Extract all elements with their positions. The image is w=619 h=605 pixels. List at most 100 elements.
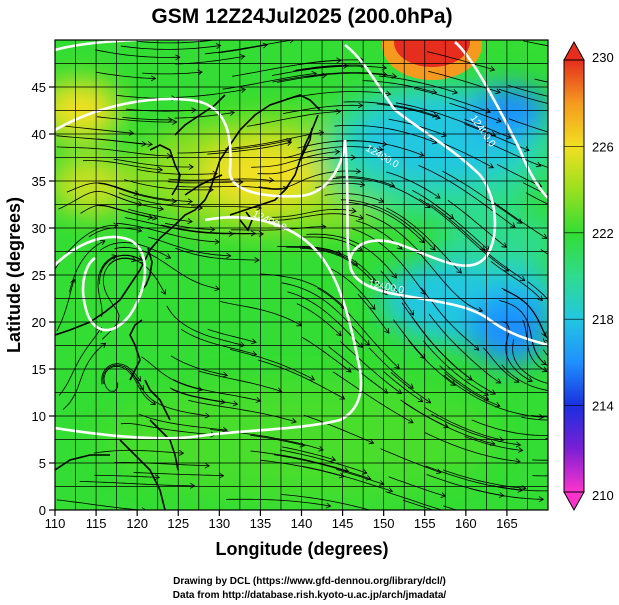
streamline-arrowhead — [535, 161, 542, 168]
streamline-arrowhead — [408, 418, 414, 424]
streamline — [198, 370, 282, 392]
streamline-arrowhead — [596, 218, 601, 223]
streamline-arrowhead — [432, 112, 438, 118]
y-axis: 0 5 10 15 20 25 30 35 40 45 — [32, 80, 55, 518]
colorbar-top-arrow — [563, 40, 585, 61]
credit-data: Data from http://database.rish.kyoto-u.a… — [172, 590, 447, 601]
streamline-arrowhead — [239, 54, 246, 60]
y-axis-label: Latitude (degrees) — [4, 197, 24, 353]
streamline-arrowhead — [228, 230, 234, 237]
streamline-arrowhead — [178, 449, 185, 456]
x-axis: 110 115 120 125 130 135 140 145 150 155 160 165 — [45, 510, 518, 531]
streamline — [272, 72, 387, 83]
x-tick-label: 135 — [250, 516, 272, 531]
streamline-arrowhead — [152, 214, 158, 221]
streamline-arrowhead — [441, 131, 447, 138]
streamline-arrowhead — [488, 163, 494, 169]
y-tick-label: 15 — [32, 362, 46, 377]
streamline — [207, 328, 257, 343]
streamline-arrowhead — [489, 440, 496, 446]
streamline — [425, 465, 523, 491]
streamline-arrowhead — [334, 148, 341, 155]
streamline-arrowhead — [150, 399, 157, 405]
streamline-arrowhead — [222, 371, 229, 378]
streamline-arrowhead — [358, 102, 364, 109]
streamline-arrowhead — [154, 474, 160, 481]
streamline-arrowhead — [188, 164, 194, 170]
streamline — [293, 65, 348, 72]
streamline — [271, 65, 387, 76]
streamline — [443, 374, 544, 418]
streamline — [306, 233, 397, 279]
streamline — [413, 88, 491, 113]
streamline — [340, 341, 402, 394]
streamline — [449, 102, 502, 122]
streamline-arrowhead — [318, 129, 325, 136]
y-tick-label: 40 — [32, 127, 46, 142]
streamline-arrowhead — [594, 275, 599, 280]
streamline — [102, 257, 137, 340]
streamline — [220, 301, 302, 327]
map-plot-area: 12400.0 12400.0 12400.0 12400.0 — [55, 40, 601, 510]
streamline — [137, 40, 218, 44]
streamline-arrowhead — [343, 467, 350, 473]
streamline — [101, 363, 141, 385]
x-axis-label: Longitude (degrees) — [215, 539, 388, 559]
streamline — [469, 487, 544, 500]
streamline-arrowhead — [436, 468, 442, 474]
streamline — [232, 59, 341, 77]
streamline — [102, 364, 144, 391]
streamline — [207, 141, 292, 155]
streamline — [499, 300, 547, 366]
streamline — [97, 255, 117, 318]
x-tick-label: 125 — [167, 516, 189, 531]
streamline — [191, 205, 262, 209]
streamline — [331, 268, 376, 310]
coastlines — [55, 94, 321, 510]
streamline-arrowhead — [158, 205, 165, 212]
streamline-arrowhead — [377, 146, 384, 152]
streamline — [250, 450, 349, 472]
y-tick-label: 30 — [32, 221, 46, 236]
streamline-arrowhead — [524, 146, 530, 152]
streamline-arrowhead — [418, 151, 425, 157]
map-title: GSM 12Z24Jul2025 (200.0hPa) — [151, 5, 452, 28]
streamline-arrowhead — [361, 469, 368, 475]
streamline — [492, 201, 548, 239]
streamline-arrowhead — [417, 397, 424, 403]
colorbar-tick-label: 222 — [592, 226, 614, 241]
streamline-arrowhead — [138, 384, 144, 391]
streamline — [507, 85, 548, 97]
streamline-arrowhead — [430, 245, 436, 251]
streamline — [442, 469, 526, 489]
y-tick-label: 45 — [32, 80, 46, 95]
streamline-arrowhead — [452, 88, 458, 95]
streamline-arrowhead — [357, 342, 364, 349]
streamline-arrowhead — [330, 456, 337, 462]
streamline — [271, 208, 356, 218]
streamline-arrowhead — [339, 394, 346, 400]
streamline — [277, 246, 342, 255]
x-tick-label: 150 — [373, 516, 395, 531]
streamline — [175, 89, 246, 98]
streamline-arrowhead — [394, 363, 400, 370]
streamline-arrowhead — [527, 376, 533, 383]
streamline-arrowhead — [483, 395, 490, 401]
streamline — [522, 319, 548, 372]
streamline — [332, 371, 414, 424]
streamline — [498, 88, 548, 104]
streamline-arrowhead — [336, 330, 342, 337]
streamline — [295, 64, 366, 71]
streamline — [114, 461, 210, 467]
streamline-arrowhead — [519, 275, 526, 282]
colorbar-ticks: 210 214 218 222 226 230 — [564, 50, 614, 503]
streamline — [188, 399, 297, 423]
streamline-arrowhead — [517, 447, 524, 453]
streamline-arrowhead — [592, 453, 597, 458]
streamline-arrowhead — [147, 141, 153, 148]
streamline — [56, 279, 75, 332]
streamline-arrowhead — [541, 331, 547, 338]
streamline — [426, 51, 495, 71]
colorbar-bottom-arrow — [563, 491, 585, 512]
streamline — [431, 204, 485, 251]
